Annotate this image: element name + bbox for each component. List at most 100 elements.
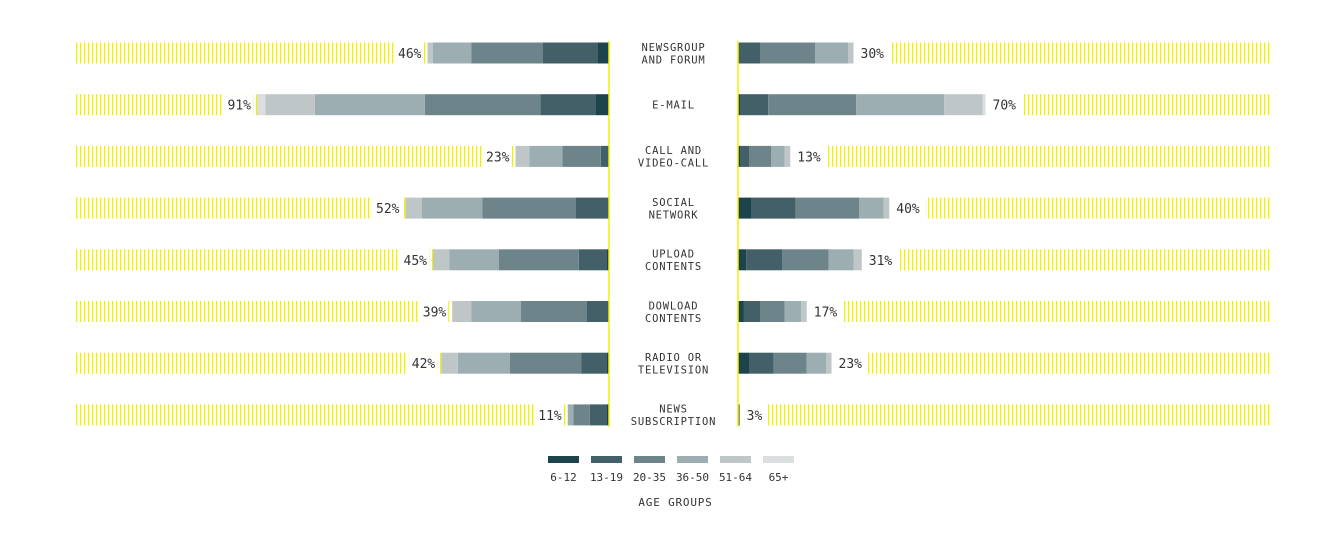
bar-segment: [738, 94, 741, 116]
bar-segment: [578, 249, 607, 271]
hatch-fill-left: [74, 352, 442, 374]
bar-segment: [782, 249, 829, 271]
category-label: TELEVISION: [638, 364, 709, 376]
hatch-fill-left: [74, 42, 428, 64]
bar-segment: [441, 352, 458, 374]
data-label: 11%: [538, 409, 562, 424]
bar-segment: [743, 301, 760, 322]
category-label: AND FORUM: [641, 54, 705, 66]
data-label: 52%: [376, 202, 400, 217]
bar-segment: [405, 197, 422, 219]
bar-segment: [773, 352, 807, 374]
bar-segment: [427, 42, 433, 64]
bar-segment: [606, 249, 609, 271]
bar-segment: [760, 301, 785, 322]
bar-segment: [738, 249, 747, 271]
bar-segment: [567, 404, 574, 426]
bar-segment: [589, 404, 607, 426]
category-label: DOWLOAD: [649, 300, 699, 312]
data-label: 23%: [486, 150, 510, 165]
data-label: 31%: [869, 254, 893, 269]
hatch-fill-right: [889, 42, 1272, 64]
bar-segment: [859, 197, 884, 219]
bar-segment: [606, 352, 609, 374]
legend-item: 13-19: [589, 456, 624, 484]
bar-segment: [581, 352, 607, 374]
data-label-backing: [399, 249, 429, 271]
bar-segment: [738, 197, 752, 219]
category-label: NETWORK: [649, 209, 699, 221]
bar-segment: [738, 404, 740, 426]
bar-segment: [515, 145, 530, 167]
category-label: CONTENTS: [645, 313, 702, 325]
data-label: 30%: [861, 47, 885, 62]
bar-segment: [801, 301, 807, 322]
bar-segment: [543, 42, 598, 64]
data-label: 45%: [404, 254, 428, 269]
bar-segment: [598, 42, 609, 64]
bar-segment: [449, 249, 499, 271]
hatch-fill-left: [74, 249, 433, 271]
data-label-backing: [407, 352, 438, 374]
legend-label: 6-12: [550, 471, 577, 484]
category-label: NEWSGROUP: [641, 42, 705, 54]
bar-segment: [471, 42, 543, 64]
legend-item: 20-35: [633, 456, 666, 484]
bar-segment: [944, 94, 983, 116]
bar-segment: [795, 197, 859, 219]
bar-segment: [499, 249, 579, 271]
data-label-backing: [223, 94, 253, 116]
bar-segment: [853, 249, 862, 271]
hatch-fill-right: [826, 145, 1272, 167]
bar-segment: [576, 197, 609, 219]
bar-segment: [982, 94, 986, 116]
bar-segment: [540, 94, 596, 116]
bar-segment: [806, 352, 826, 374]
legend-item: 36-50: [676, 456, 709, 484]
bar-segment: [848, 42, 854, 64]
legend-swatch: [677, 456, 708, 463]
hatch-fill-right: [842, 301, 1272, 322]
hatch-fill-left: [74, 301, 453, 322]
bar-segment: [746, 249, 782, 271]
hatch-fill-left: [74, 94, 257, 116]
bar-segment: [452, 301, 472, 322]
bar-segment: [784, 145, 791, 167]
hatch-fill-right: [767, 404, 1272, 426]
hatch-fill-left: [74, 145, 516, 167]
hatch-fill-right: [897, 249, 1272, 271]
legend-swatch: [591, 456, 622, 463]
legend-item: 51-64: [719, 456, 752, 484]
data-label-backing: [371, 197, 402, 219]
bar-segment: [606, 404, 609, 426]
category-label: CALL AND: [645, 145, 702, 157]
bar-segment: [521, 301, 587, 322]
data-label: 23%: [839, 357, 863, 372]
bar-segment: [457, 352, 510, 374]
bar-segment: [856, 94, 945, 116]
bar-segment: [482, 197, 576, 219]
legend-item: 65+: [763, 456, 794, 484]
data-label: 91%: [228, 99, 252, 114]
bar-segment: [784, 301, 802, 322]
data-label: 39%: [423, 306, 447, 321]
bar-segment: [738, 352, 749, 374]
bar-segment: [815, 42, 848, 64]
bar-segment: [749, 145, 771, 167]
data-label: 70%: [993, 99, 1017, 114]
bar-segment: [529, 145, 563, 167]
bar-segment: [510, 352, 582, 374]
data-label-backing: [533, 404, 564, 426]
legend-swatch: [634, 456, 665, 463]
legend: 6-12 13-19 20-35 36-50 51-64 65+: [548, 456, 794, 484]
bar-segment: [265, 94, 315, 116]
legend-label: 13-19: [589, 471, 624, 484]
data-label: 3%: [747, 409, 763, 424]
hatch-fill-right: [867, 352, 1272, 374]
bar-segment: [424, 94, 541, 116]
hatch-fill-right: [925, 197, 1272, 219]
data-label: 46%: [398, 47, 422, 62]
bar-segment: [740, 94, 769, 116]
